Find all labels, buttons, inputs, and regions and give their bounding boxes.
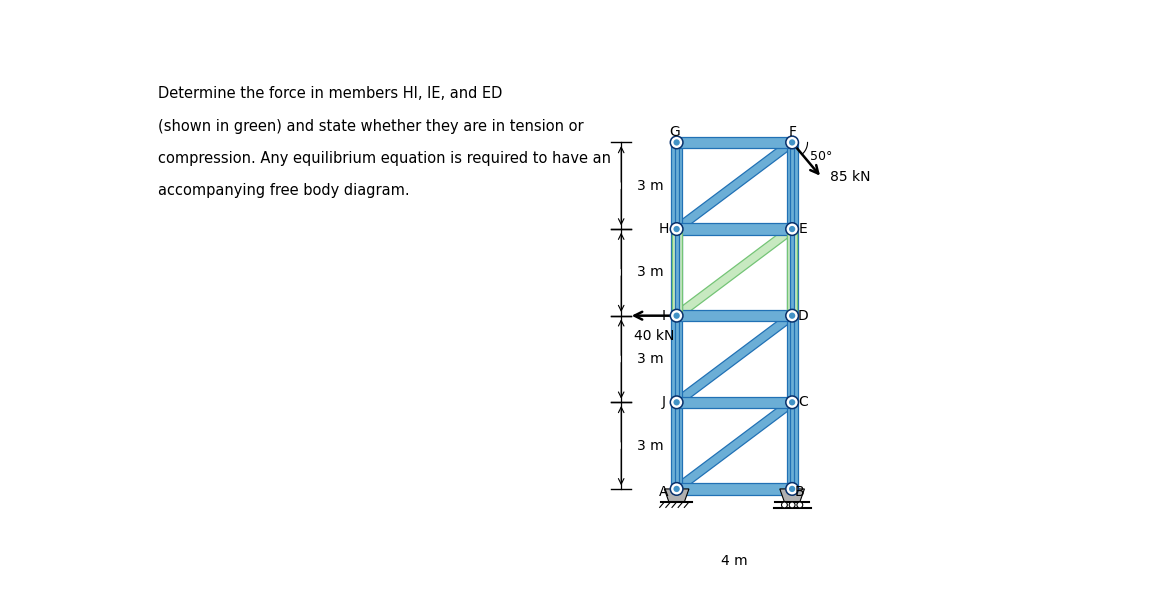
Polygon shape <box>665 489 689 502</box>
Circle shape <box>782 502 787 508</box>
Polygon shape <box>780 489 805 502</box>
Circle shape <box>674 139 680 145</box>
Polygon shape <box>676 310 792 321</box>
Circle shape <box>789 312 796 319</box>
Circle shape <box>670 223 683 235</box>
Circle shape <box>670 136 683 149</box>
Circle shape <box>789 139 796 145</box>
Polygon shape <box>675 402 679 489</box>
Polygon shape <box>674 399 794 493</box>
Text: C: C <box>798 396 807 409</box>
Circle shape <box>786 396 798 409</box>
Polygon shape <box>674 139 794 233</box>
Polygon shape <box>787 229 797 316</box>
Text: 3 m: 3 m <box>636 265 663 279</box>
Polygon shape <box>672 316 682 402</box>
Polygon shape <box>676 397 792 408</box>
Circle shape <box>797 502 803 508</box>
Polygon shape <box>790 402 794 489</box>
Text: 3 m: 3 m <box>636 352 663 366</box>
Polygon shape <box>786 142 798 229</box>
Polygon shape <box>790 229 794 316</box>
Polygon shape <box>676 224 792 235</box>
Text: D: D <box>798 309 808 323</box>
Circle shape <box>786 482 798 495</box>
Polygon shape <box>676 137 792 148</box>
Text: I: I <box>661 309 666 323</box>
Polygon shape <box>786 316 798 402</box>
Polygon shape <box>672 229 682 316</box>
Circle shape <box>674 226 680 232</box>
Polygon shape <box>790 142 794 229</box>
Circle shape <box>789 399 796 405</box>
Circle shape <box>674 399 680 405</box>
Text: 4 m: 4 m <box>721 554 748 569</box>
Text: A: A <box>659 485 668 499</box>
Circle shape <box>786 136 798 149</box>
Text: 40 kN: 40 kN <box>633 329 674 343</box>
Circle shape <box>789 226 796 232</box>
Circle shape <box>789 486 796 492</box>
Text: J: J <box>661 396 666 409</box>
Polygon shape <box>786 402 798 489</box>
Circle shape <box>670 396 683 409</box>
Text: 85 kN: 85 kN <box>830 170 870 184</box>
Polygon shape <box>675 316 679 402</box>
Text: 3 m: 3 m <box>636 438 663 453</box>
Polygon shape <box>672 142 682 229</box>
Circle shape <box>790 502 796 508</box>
Circle shape <box>670 482 683 495</box>
Polygon shape <box>672 229 682 316</box>
Circle shape <box>786 223 798 235</box>
Circle shape <box>674 486 680 492</box>
Polygon shape <box>675 229 679 316</box>
Polygon shape <box>676 484 792 494</box>
Polygon shape <box>786 229 798 316</box>
Text: E: E <box>799 222 807 236</box>
Circle shape <box>670 309 683 322</box>
Text: accompanying free body diagram.: accompanying free body diagram. <box>158 183 410 198</box>
Circle shape <box>786 309 798 322</box>
Text: H: H <box>659 222 669 236</box>
Text: G: G <box>669 125 681 139</box>
Text: 50°: 50° <box>810 150 832 163</box>
Text: F: F <box>789 125 796 139</box>
Polygon shape <box>790 316 794 402</box>
Text: B: B <box>794 485 805 499</box>
Circle shape <box>674 312 680 319</box>
Text: 3 m: 3 m <box>636 178 663 193</box>
Polygon shape <box>674 312 794 406</box>
Polygon shape <box>674 226 794 319</box>
Text: compression. Any equilibrium equation is required to have an: compression. Any equilibrium equation is… <box>158 151 612 166</box>
Text: Determine the force in members HI, IE, and ED: Determine the force in members HI, IE, a… <box>158 86 503 101</box>
Polygon shape <box>672 402 682 489</box>
Text: (shown in green) and state whether they are in tension or: (shown in green) and state whether they … <box>158 119 584 133</box>
Polygon shape <box>675 142 679 229</box>
